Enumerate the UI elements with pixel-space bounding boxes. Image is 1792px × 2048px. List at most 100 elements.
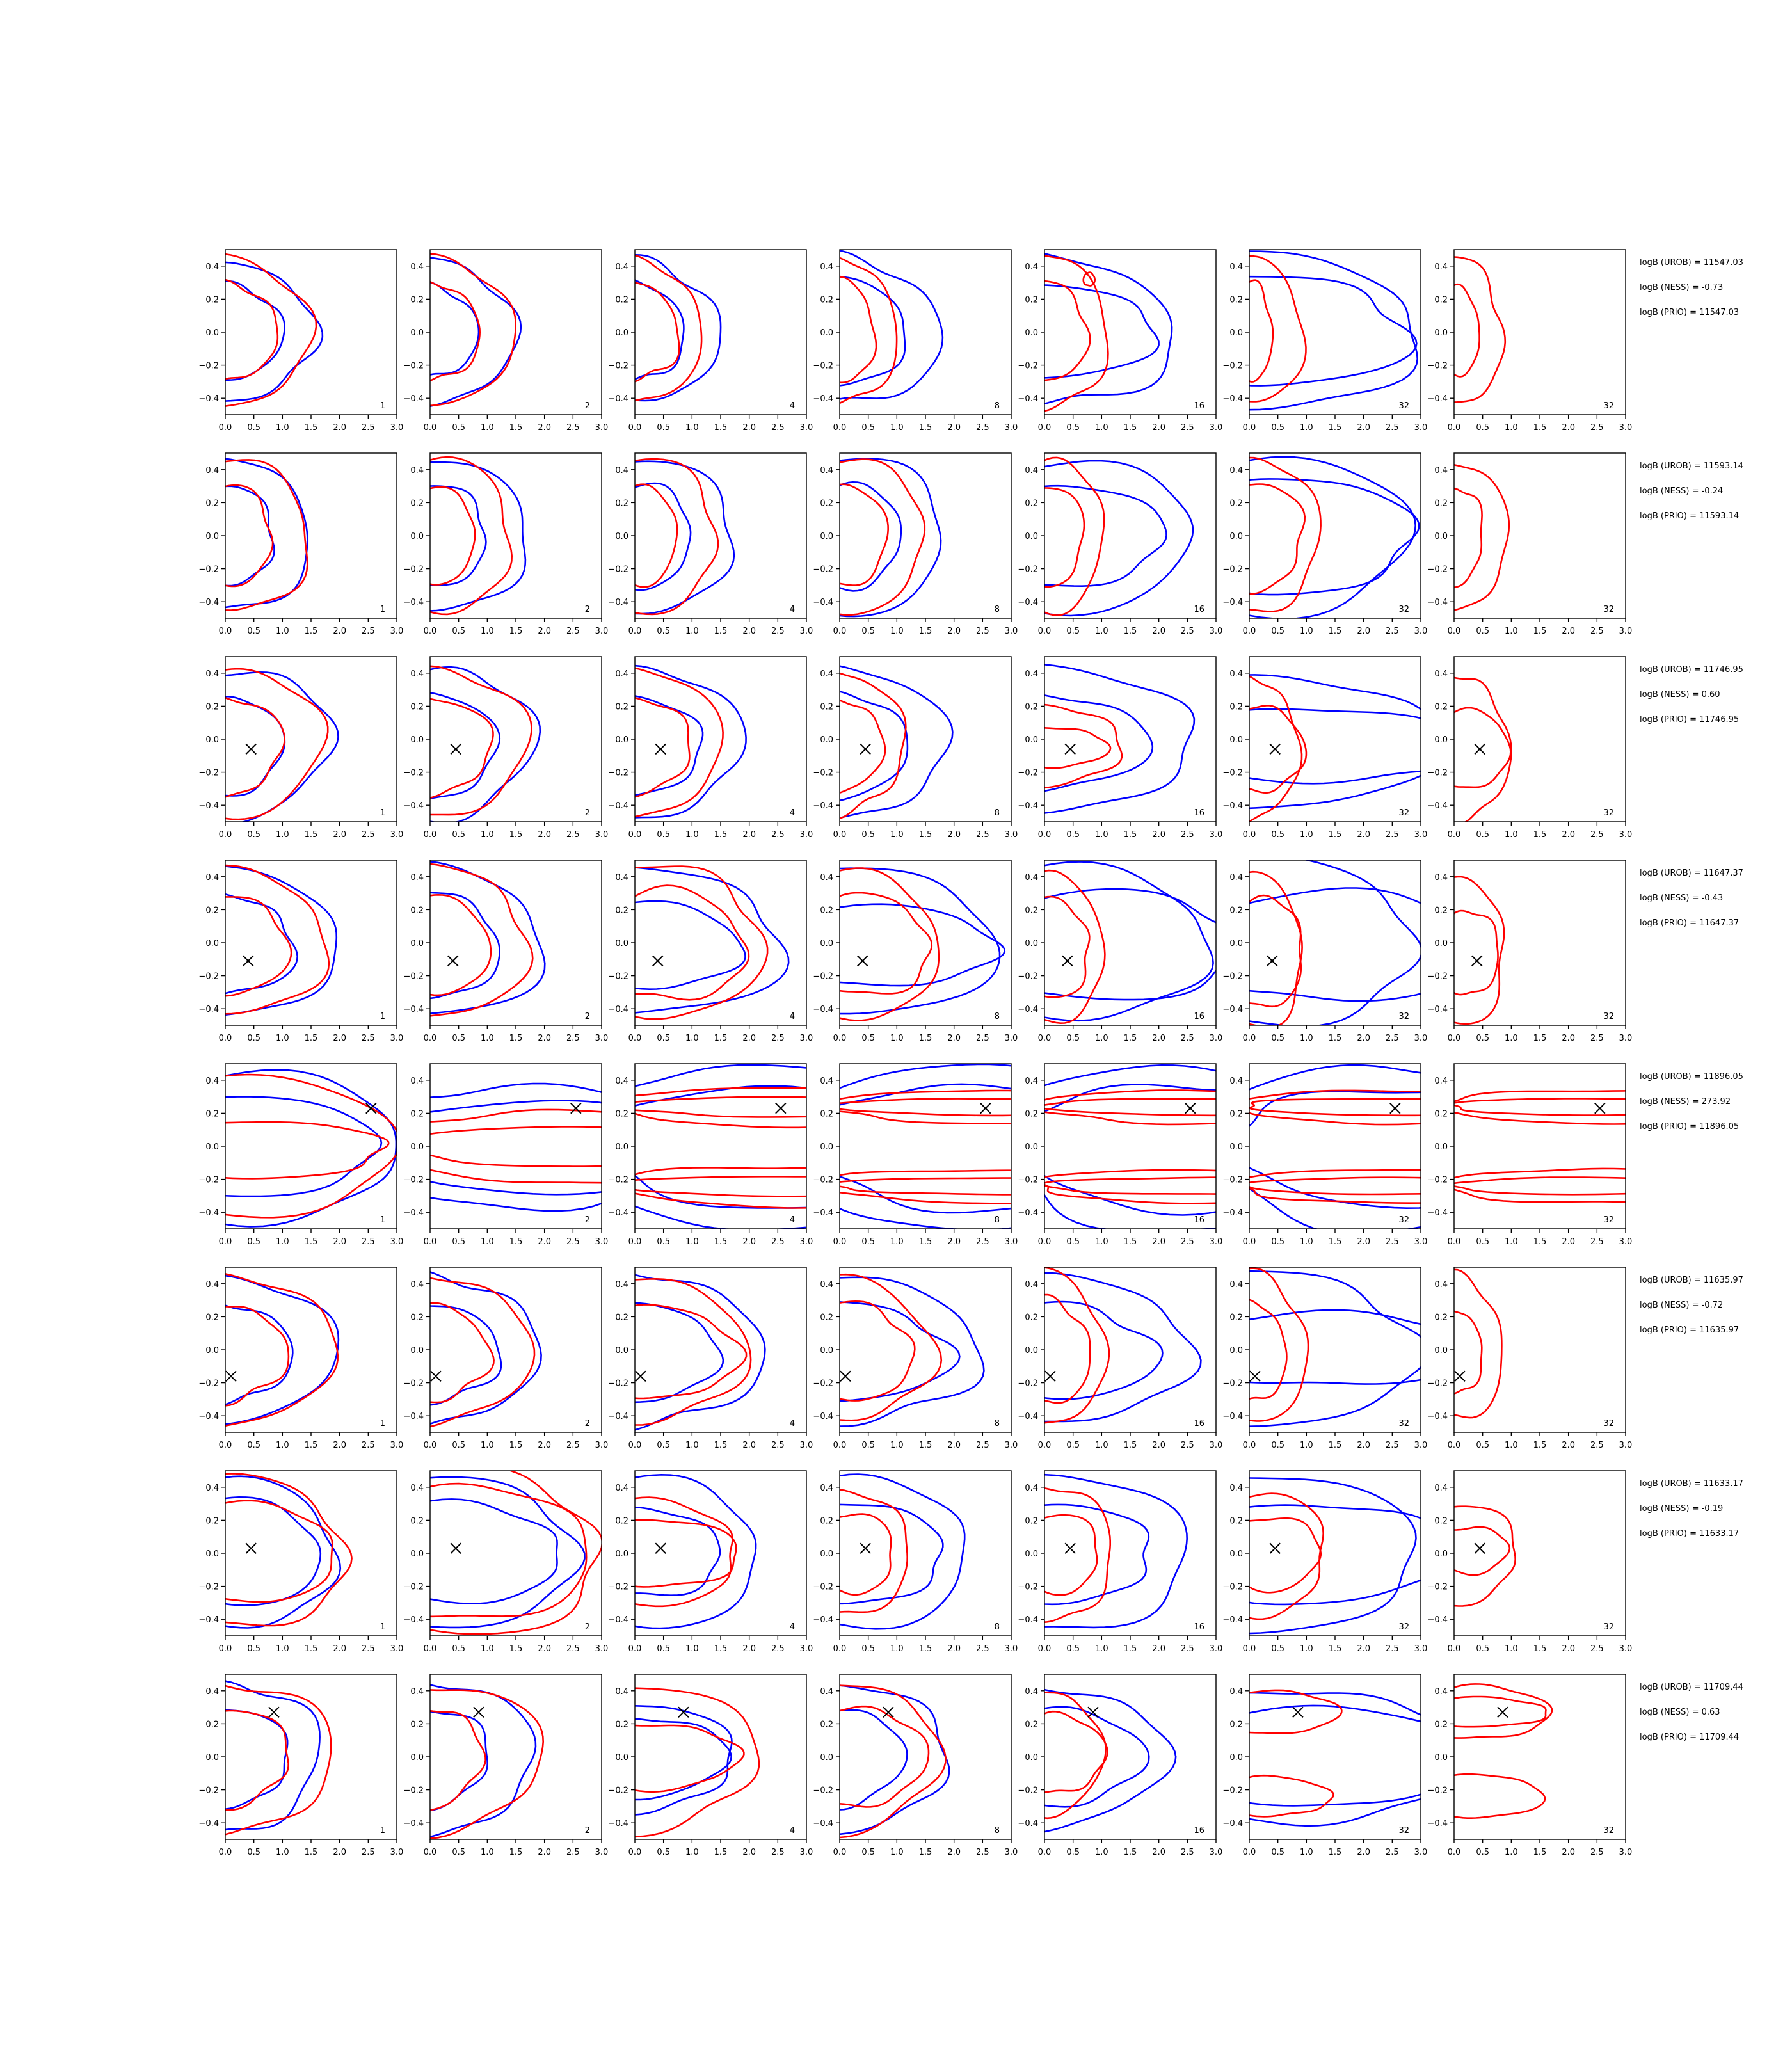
red-contour xyxy=(1249,675,1303,822)
red-contour xyxy=(430,456,513,616)
y-tick-label: 0.0 xyxy=(410,939,424,948)
blue-contour xyxy=(1044,1503,1150,1606)
red-contour xyxy=(1454,707,1512,788)
y-tick-label: −0.2 xyxy=(1018,972,1038,982)
y-tick-label: 0.0 xyxy=(1434,735,1448,745)
x-tick-label: 2.5 xyxy=(1590,1848,1604,1857)
contour-group xyxy=(1249,250,1418,411)
x-tick-label: 3.0 xyxy=(1210,627,1223,636)
panel-r1-c6: 0.0 0.5 1.0 1.5 2.0 2.5 3.0 0.4 0.2 0.0 −0.2 −0.4 32 xyxy=(1222,249,1427,433)
x-tick-label: 3.0 xyxy=(1414,1644,1428,1654)
x-tick-label: 3.0 xyxy=(800,1441,813,1450)
panel-frame xyxy=(1044,1470,1217,1636)
y-tick-label: −0.4 xyxy=(198,1615,219,1625)
red-contour xyxy=(635,1496,733,1608)
red-contour xyxy=(635,1167,806,1209)
y-tick-label: −0.2 xyxy=(1018,362,1038,371)
blue-contour xyxy=(1044,694,1154,792)
x-tick-label: 2.0 xyxy=(742,830,756,840)
panel-r4-c2: 0.0 0.5 1.0 1.5 2.0 2.5 3.0 0.4 0.2 0.0 −0.2 −0.4 2 xyxy=(403,860,608,1043)
x-tick-label: 1.0 xyxy=(481,423,494,433)
panel-r6-c6: 0.0 0.5 1.0 1.5 2.0 2.5 3.0 0.4 0.2 0.0 −0.2 −0.4 32 xyxy=(1222,1267,1427,1450)
red-contour xyxy=(225,484,274,588)
blue-contour xyxy=(225,1096,383,1197)
x-tick-label: 3.0 xyxy=(1210,1644,1223,1654)
panel-r7-c6: 0.0 0.5 1.0 1.5 2.0 2.5 3.0 0.4 0.2 0.0 −0.2 −0.4 32 xyxy=(1222,1470,1428,1654)
panel-frame xyxy=(225,452,397,619)
y-tick-label: 0.0 xyxy=(1025,532,1038,541)
panel-r5-c5: 0.0 0.5 1.0 1.5 2.0 2.5 3.0 0.4 0.2 0.0 −0.2 −0.4 16 xyxy=(1018,1063,1222,1247)
panel-r6-c3: 0.0 0.5 1.0 1.5 2.0 2.5 3.0 0.4 0.2 0.0 −0.2 −0.4 4 xyxy=(608,1267,813,1450)
x-tick-label: 2.5 xyxy=(1590,1237,1604,1247)
y-tick-label: −0.2 xyxy=(403,565,424,575)
y-tick-label: 0.2 xyxy=(1229,906,1243,915)
y-tick-label: 0.0 xyxy=(205,1753,219,1763)
y-tick-label: 0.2 xyxy=(410,295,424,305)
blue-contour xyxy=(1044,460,1194,617)
y-tick-label: −0.4 xyxy=(608,801,628,811)
y-tick-label: 0.2 xyxy=(205,499,219,508)
x-tick-label: 1.5 xyxy=(509,423,523,433)
y-tick-label: −0.4 xyxy=(608,1819,628,1828)
blue-contour xyxy=(430,860,546,1015)
y-tick-label: 0.4 xyxy=(410,669,424,679)
y-tick-label: 0.0 xyxy=(1229,328,1243,338)
x-tick-label: 3.0 xyxy=(390,1237,404,1247)
y-tick-label: 0.2 xyxy=(615,295,628,305)
contour-group xyxy=(225,1273,340,1427)
y-tick-label: 0.2 xyxy=(205,1516,219,1526)
x-tick-label: 1.5 xyxy=(919,423,932,433)
red-contour xyxy=(1249,456,1322,612)
x-tick-label: 0.0 xyxy=(1243,1848,1256,1857)
contour-group xyxy=(840,458,942,618)
red-contour xyxy=(840,276,877,384)
x-tick-label: 0.5 xyxy=(861,1237,875,1247)
x-tick-label: 0.5 xyxy=(1271,1034,1284,1043)
x-tick-label: 1.5 xyxy=(1533,627,1547,636)
x-tick-label: 1.0 xyxy=(1300,1644,1313,1654)
panel-r8-c4: 0.0 0.5 1.0 1.5 2.0 2.5 3.0 0.4 0.2 0.0 −0.2 −0.4 8 xyxy=(813,1674,1018,1857)
x-tick-label: 1.0 xyxy=(685,423,699,433)
y-tick-label: −0.2 xyxy=(198,1583,219,1592)
x-tick-label: 1.5 xyxy=(714,1644,728,1654)
y-tick-label: 0.2 xyxy=(410,1313,424,1322)
logb-annotation: logB (PRIO) = 11635.97 xyxy=(1640,1325,1739,1335)
contour-group xyxy=(1249,1689,1421,1827)
y-tick-label: −0.2 xyxy=(1427,565,1448,575)
red-contour xyxy=(225,697,285,798)
red-contour xyxy=(840,1300,916,1402)
y-tick-label: 0.0 xyxy=(205,939,219,948)
x-tick-label: 1.0 xyxy=(481,1034,494,1043)
panel-r4-c5: 0.0 0.5 1.0 1.5 2.0 2.5 3.0 0.4 0.2 0.0 −0.2 −0.4 16 xyxy=(1018,860,1222,1043)
y-tick-label: −0.4 xyxy=(403,1615,424,1625)
panel-r8-c2: 0.0 0.5 1.0 1.5 2.0 2.5 3.0 0.4 0.2 0.0 −0.2 −0.4 2 xyxy=(403,1674,608,1857)
contour-group xyxy=(1249,456,1420,618)
y-tick-label: 0.2 xyxy=(615,1313,628,1322)
x-tick-label: 1.5 xyxy=(509,627,523,636)
blue-contour xyxy=(1249,275,1418,387)
x-tick-label: 0.0 xyxy=(424,830,437,840)
panel-label: 32 xyxy=(1398,605,1409,614)
y-tick-label: −0.4 xyxy=(1018,1005,1038,1014)
x-tick-label: 2.0 xyxy=(1357,1848,1370,1857)
y-tick-label: −0.4 xyxy=(1427,1005,1448,1014)
panel-frame xyxy=(1044,452,1217,619)
red-contour xyxy=(1249,894,1302,1008)
red-contour xyxy=(225,459,308,611)
x-tick-label: 1.5 xyxy=(919,1848,932,1857)
y-tick-label: 0.0 xyxy=(1025,735,1038,745)
panel-label: 4 xyxy=(790,401,795,411)
panel-label: 16 xyxy=(1194,1622,1204,1632)
panel-frame xyxy=(225,656,397,822)
panel-r6-c2: 0.0 0.5 1.0 1.5 2.0 2.5 3.0 0.4 0.2 0.0 −0.2 −0.4 2 xyxy=(403,1267,608,1450)
y-tick-label: −0.2 xyxy=(1427,362,1448,371)
y-tick-label: −0.2 xyxy=(1427,769,1448,778)
x-tick-label: 2.5 xyxy=(1590,1644,1604,1654)
y-tick-label: −0.4 xyxy=(403,1208,424,1218)
x-tick-label: 1.5 xyxy=(305,830,318,840)
x-marker xyxy=(1087,1706,1099,1718)
x-tick-label: 0.5 xyxy=(452,1237,465,1247)
x-tick-label: 2.0 xyxy=(947,1848,961,1857)
red-contour xyxy=(1249,705,1308,794)
x-tick-label: 0.0 xyxy=(1448,423,1461,433)
